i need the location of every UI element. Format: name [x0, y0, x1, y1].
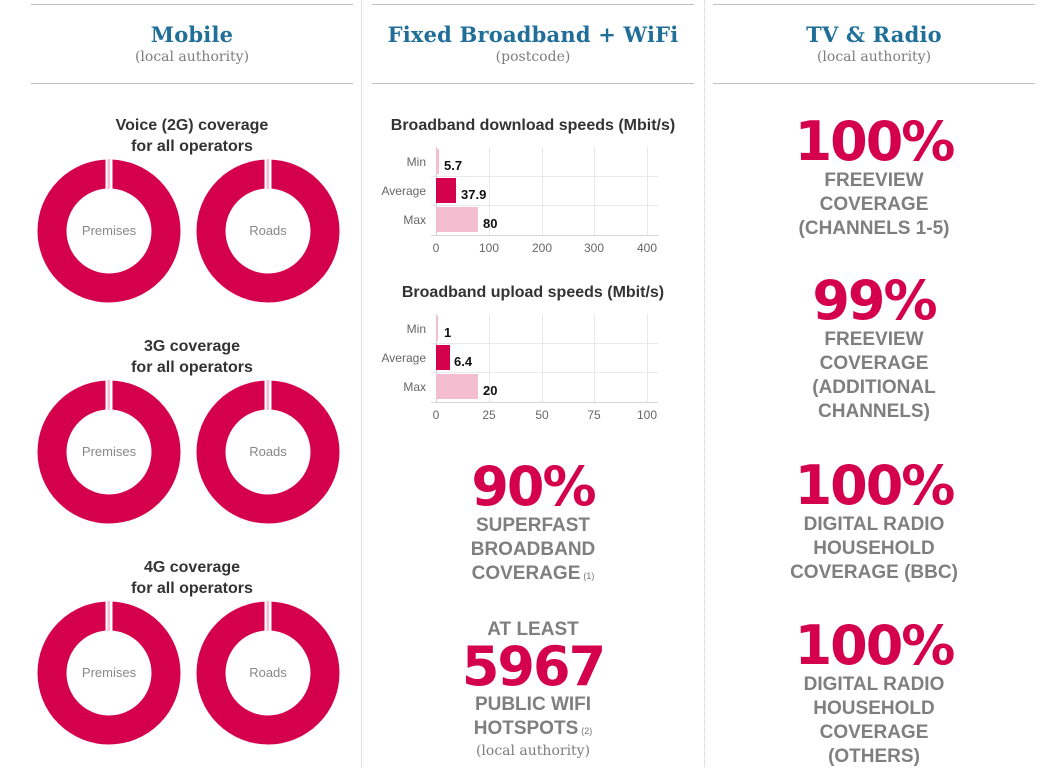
category-label: Average: [381, 351, 426, 365]
column-title: Fixed Broadband + WiFi: [387, 22, 679, 47]
category-label: Max: [403, 380, 426, 394]
value-label: 20: [483, 383, 498, 398]
gridline: [489, 314, 490, 402]
bar-max: [436, 374, 478, 399]
value-label: 80: [483, 216, 498, 231]
broadband-column: Fixed Broadband + WiFi (postcode) Broadb…: [372, 0, 694, 767]
freeview-additional-stat: 99% FREEVIEW COVERAGE (ADDITIONAL CHANNE…: [713, 274, 1035, 424]
x-tick: 100: [478, 241, 500, 255]
footnote-marker: (1): [583, 571, 595, 581]
category-label: Max: [403, 213, 426, 227]
column-subtitle: (postcode): [495, 49, 571, 65]
tv-radio-column: TV & Radio (local authority) 100% FREEVI…: [713, 0, 1035, 767]
bar-max: [436, 207, 478, 232]
bar-min: [436, 149, 439, 174]
x-tick: 300: [583, 241, 605, 255]
plot-area: Min 1 Average 6.4 Max 20 0 25 50 75 100: [382, 314, 658, 422]
column-divider: [704, 0, 705, 767]
digital-radio-others-stat: 100% DIGITAL RADIO HOUSEHOLD COVERAGE (O…: [713, 619, 1035, 769]
section-title: 4G coverage for all operators: [131, 559, 253, 597]
stat-value: 100%: [794, 614, 956, 677]
donut-chart-premises: Premises: [37, 601, 181, 745]
gridline: [542, 314, 543, 402]
column-title: Mobile: [150, 22, 234, 47]
value-label: 6.4: [454, 354, 473, 369]
gridline: [647, 314, 648, 402]
donut-chart-roads: Roads: [196, 601, 340, 745]
donut-chart-premises: Premises: [37, 380, 181, 524]
stat-value: 100%: [794, 454, 956, 517]
category-label: Average: [381, 184, 426, 198]
4g-section: 4G coverage for all operators Premises R…: [31, 557, 353, 746]
gridline: [594, 147, 595, 235]
stat-value: 90%: [471, 455, 596, 518]
category-label: Min: [406, 155, 426, 169]
bar-average: [436, 178, 456, 203]
donut-chart-roads: Roads: [196, 159, 340, 303]
gridline: [431, 343, 658, 344]
superfast-stat: 90% SUPERFAST BROADBAND COVERAGE (1): [372, 460, 694, 586]
column-title: TV & Radio: [806, 22, 942, 47]
broadband-header: Fixed Broadband + WiFi (postcode): [372, 4, 694, 84]
x-tick: 200: [531, 241, 553, 255]
x-tick: 75: [587, 408, 601, 422]
column-divider: [361, 0, 362, 767]
plot-area: Min 5.7 Average 37.9 Max 80 0 100 200 30…: [382, 147, 658, 255]
chart-title: Broadband download speeds (Mbit/s): [390, 117, 676, 134]
tv-radio-header: TV & Radio (local authority): [713, 4, 1035, 84]
section-title: Voice (2G) coverage for all operators: [115, 117, 269, 155]
gridline: [431, 372, 658, 373]
mobile-column: Mobile (local authority) Voice (2G) cove…: [31, 0, 353, 767]
gridline: [431, 205, 658, 206]
x-axis: [431, 402, 658, 403]
column-subtitle: (local authority): [134, 49, 250, 65]
gridline: [542, 147, 543, 235]
gridline: [594, 314, 595, 402]
footnote-marker: (2): [581, 726, 593, 736]
x-tick: 400: [636, 241, 658, 255]
category-label: Min: [406, 322, 426, 336]
donut-chart-premises: Premises: [37, 159, 181, 303]
stat-value: 100%: [794, 110, 956, 173]
value-label: 1: [444, 325, 452, 340]
section-title: 3G coverage for all operators: [131, 338, 253, 376]
x-tick: 100: [636, 408, 658, 422]
bar-average: [436, 345, 450, 370]
x-tick: 50: [535, 408, 549, 422]
column-subtitle: (local authority): [816, 49, 932, 65]
chart-title: Broadband upload speeds (Mbit/s): [401, 284, 665, 301]
value-label: 37.9: [461, 187, 487, 202]
wifi-hotspots-stat: AT LEAST 5967 PUBLIC WIFI HOTSPOTS (2) (l…: [372, 619, 694, 761]
x-tick: 0: [432, 408, 440, 422]
freeview-main-stat: 100% FREEVIEW COVERAGE (CHANNELS 1-5): [713, 115, 1035, 241]
digital-radio-bbc-stat: 100% DIGITAL RADIO HOUSEHOLD COVERAGE (B…: [713, 459, 1035, 585]
gridline: [647, 147, 648, 235]
stat-value: 99%: [812, 269, 937, 332]
donut-chart-roads: Roads: [196, 380, 340, 524]
x-axis: [431, 235, 658, 236]
download-speed-chart: Broadband download speeds (Mbit/s) Min 5…: [372, 116, 694, 255]
value-label: 5.7: [444, 158, 463, 173]
gridline: [431, 176, 658, 177]
3g-section: 3G coverage for all operators Premises R…: [31, 336, 353, 525]
upload-speed-chart: Broadband upload speeds (Mbit/s) Min 1 A…: [372, 283, 694, 422]
x-tick: 0: [432, 241, 440, 255]
mobile-header: Mobile (local authority): [31, 4, 353, 84]
bar-min: [436, 316, 438, 341]
voice-2g-section: Voice (2G) coverage for all operators Pr…: [31, 115, 353, 304]
stat-value: 5967: [461, 635, 606, 698]
gridline: [489, 147, 490, 235]
x-tick: 25: [482, 408, 496, 422]
